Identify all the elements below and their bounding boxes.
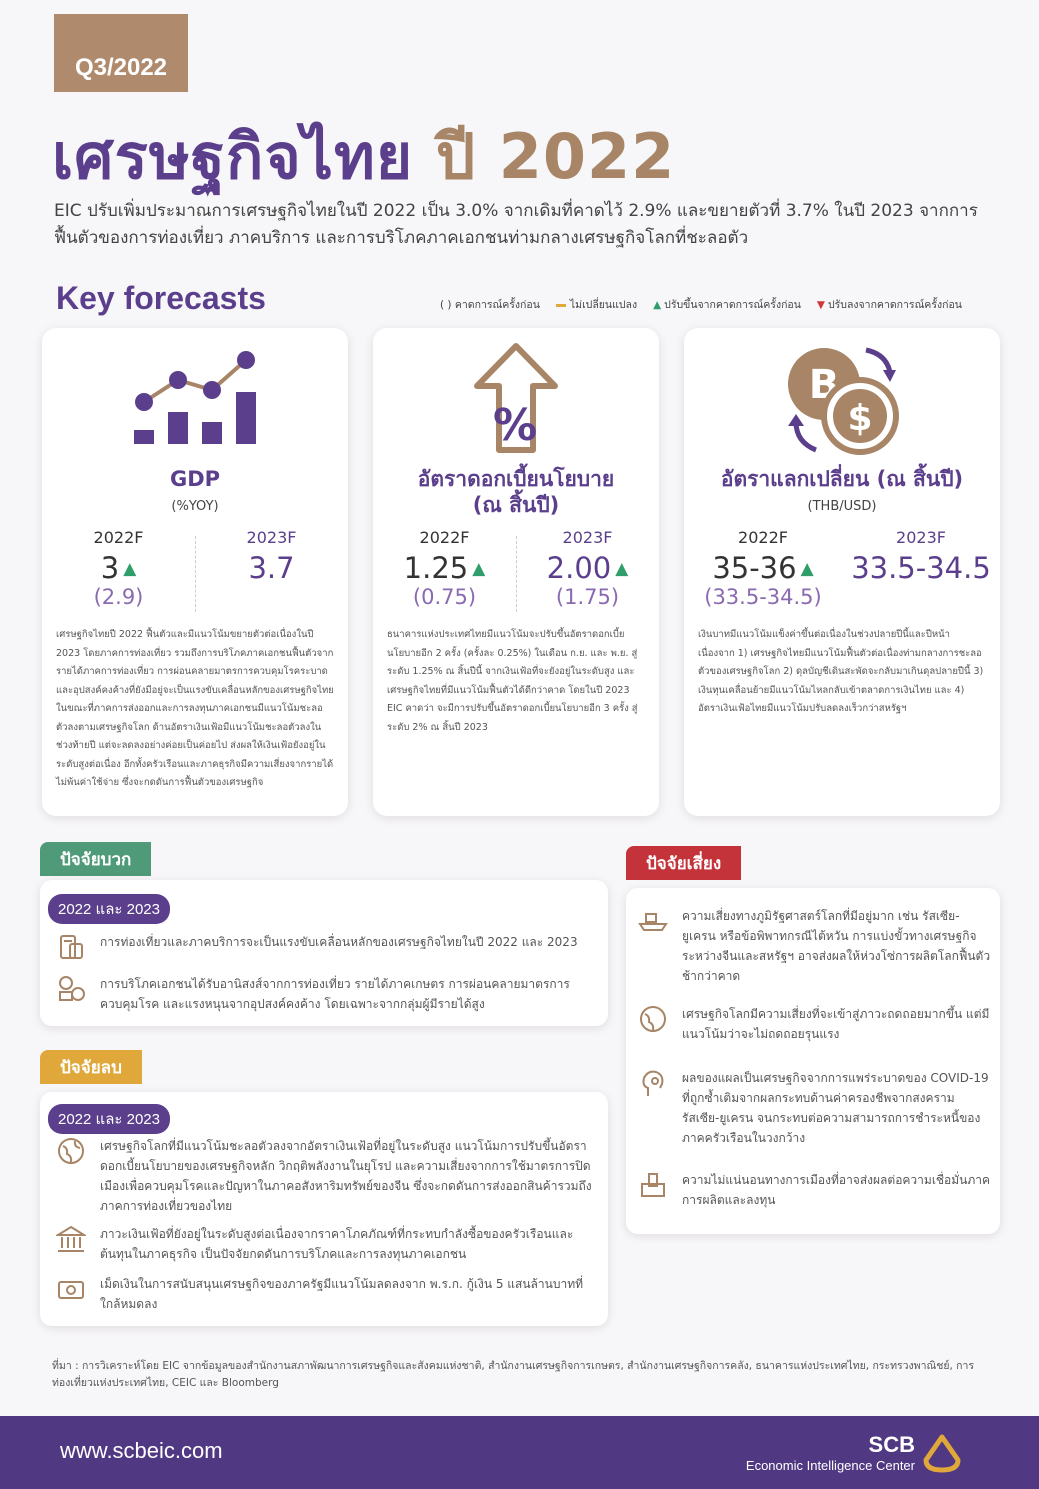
card-title: อัตราแลกเปลี่ยน (ณ สิ้นปี) (THB/USD)	[684, 466, 1000, 520]
prev-2023: (1.75)	[555, 585, 620, 609]
negative-factors-tag: ปัจจัยลบ	[40, 1050, 142, 1084]
legend-unchanged: ไม่เปลี่ยนแปลง	[555, 296, 637, 313]
currency-exchange-icon: B $	[782, 342, 902, 461]
list-item: ความไม่แน่นอนทางการเมืองที่อาจส่งผลต่อคว…	[638, 1170, 992, 1210]
covid-icon	[638, 1068, 668, 1098]
scb-logo-icon	[923, 1434, 961, 1478]
card-unit: (THB/USD)	[807, 499, 877, 514]
svg-text:$: $	[847, 398, 872, 439]
list-item: เศรษฐกิจโลกที่มีแนวโน้มชะลอตัวลงจากอัตรา…	[56, 1136, 592, 1216]
svg-text:%: %	[493, 400, 537, 451]
value-2023: 2.00 ▲	[546, 551, 629, 585]
list-item: การท่องเที่ยวและภาคบริการจะเป็นแรงขับเคล…	[56, 932, 592, 962]
forecast-card-gdp: GDP (%YOY) 2022F 3 ▲ (2.9) 2023F 3.7 เศรษ…	[42, 328, 348, 816]
quarter-badge: Q3/2022	[54, 14, 188, 92]
period-badge: 2022 และ 2023	[48, 1104, 170, 1134]
list-item: ภาวะเงินเฟ้อที่ยังอยู่ในระดับสูงต่อเนื่อ…	[54, 1224, 592, 1264]
shipping-icon	[638, 906, 668, 936]
year-2022: 2022F	[738, 528, 788, 547]
year-2022: 2022F	[419, 528, 470, 547]
value-2022: 3 ▲	[100, 551, 137, 585]
page-subtitle: EIC ปรับเพิ่มประมาณการเศรษฐกิจไทยในปี 20…	[54, 201, 978, 248]
page-title: เศรษฐกิจไทย ปี 2022	[52, 108, 675, 206]
year-2023: 2023F	[246, 528, 297, 547]
card-title: อัตราดอกเบี้ยนโยบาย (ณ สิ้นปี)	[417, 467, 615, 517]
prev-2022: (0.75)	[412, 585, 477, 609]
legend-down: ▼ ปรับลงจากคาดการณ์ครั้งก่อน	[816, 299, 962, 311]
global-economy-icon	[56, 1136, 86, 1166]
website-link[interactable]: www.scbeic.com	[60, 1438, 223, 1463]
prev-2022: (33.5-34.5)	[704, 585, 822, 609]
forecast-card-exchange-rate: B $ อัตราแลกเปลี่ยน (ณ สิ้นปี) (THB/USD)…	[684, 328, 1000, 816]
footer: www.scbeic.com SCB Economic Intelligence…	[0, 1416, 1039, 1489]
tourism-icon	[56, 932, 86, 962]
key-forecasts-title: Key forecasts	[56, 280, 266, 316]
positive-factors-tag: ปัจจัยบวก	[40, 842, 152, 876]
title-main: เศรษฐกิจไทย	[52, 120, 414, 193]
year-2023: 2023F	[562, 528, 613, 547]
divider	[516, 536, 517, 612]
card-title: GDP (%YOY)	[42, 466, 348, 520]
value-2022: 1.25 ▲	[403, 551, 486, 585]
legend-prev: ( ) คาดการณ์ครั้งก่อน	[440, 299, 540, 311]
list-item: การบริโภคเอกชนได้รับอานิสงส์จากการท่องเท…	[56, 974, 592, 1014]
source-note: ที่มา : การวิเคราะห์โดย EIC จากข้อมูลของ…	[52, 1360, 975, 1389]
year-2023: 2023F	[896, 528, 946, 547]
year-2022: 2022F	[93, 528, 144, 547]
bar-chart-icon	[130, 342, 260, 456]
list-item: ผลของแผลเป็นเศรษฐกิจจากการแพร่ระบาดของ C…	[638, 1068, 992, 1148]
triangle-up-icon: ▲	[123, 559, 137, 579]
brand-subtitle: Economic Intelligence Center	[745, 1458, 915, 1473]
recession-globe-icon	[638, 1004, 668, 1034]
value-2023: 3.7	[248, 551, 295, 585]
triangle-up-icon: ▲	[800, 559, 814, 579]
title-year: ปี 2022	[435, 120, 676, 193]
legend: ( ) คาดการณ์ครั้งก่อน ไม่เปลี่ยนแปลง ▲ ปร…	[440, 296, 962, 313]
dash-icon	[555, 303, 566, 307]
brand-name: SCB	[868, 1432, 915, 1457]
interest-rate-up-icon: %	[471, 342, 561, 461]
risk-factors-panel: ความเสี่ยงทางภูมิรัฐศาสตร์โลกที่มีอยู่มา…	[626, 888, 1000, 1234]
card-description: ธนาคารแห่งประเทศไทยมีแนวโน้มจะปรับขึ้นอั…	[387, 629, 638, 733]
bank-icon	[54, 1224, 88, 1254]
triangle-up-icon: ▲	[615, 559, 629, 579]
money-icon	[56, 1274, 86, 1304]
divider	[195, 536, 196, 612]
period-badge: 2022 และ 2023	[48, 894, 170, 924]
triangle-down-icon: ▼	[816, 299, 825, 311]
value-2023: 33.5-34.5	[851, 551, 991, 585]
list-item: ความเสี่ยงทางภูมิรัฐศาสตร์โลกที่มีอยู่มา…	[638, 906, 992, 986]
list-item: เม็ดเงินในการสนับสนุนเศรษฐกิจของภาครัฐมี…	[56, 1274, 592, 1314]
forecast-card-policy-rate: % อัตราดอกเบี้ยนโยบาย (ณ สิ้นปี) 2022F 1…	[373, 328, 659, 816]
negative-factors-panel: 2022 และ 2023 เศรษฐกิจโลกที่มีแนวโน้มชะล…	[40, 1092, 608, 1326]
triangle-up-icon: ▲	[653, 299, 662, 311]
card-unit: (%YOY)	[171, 499, 219, 514]
card-description: เศรษฐกิจไทยปี 2022 ฟื้นตัวและมีแนวโน้มขย…	[56, 629, 334, 788]
politics-icon	[638, 1170, 668, 1200]
prev-2022: (2.9)	[93, 585, 144, 609]
triangle-up-icon: ▲	[472, 559, 486, 579]
positive-factors-panel: 2022 และ 2023 การท่องเที่ยวและภาคบริการจ…	[40, 880, 608, 1026]
legend-up: ▲ ปรับขึ้นจากคาดการณ์ครั้งก่อน	[653, 299, 801, 311]
value-2022: 35-36 ▲	[712, 551, 814, 585]
list-item: เศรษฐกิจโลกมีความเสี่ยงที่จะเข้าสู่ภาวะถ…	[638, 1004, 992, 1044]
card-description: เงินบาทมีแนวโน้มแข็งค่าขึ้นต่อเนื่องในช่…	[698, 629, 984, 714]
consumption-icon	[56, 974, 86, 1004]
risk-factors-tag: ปัจจัยเสี่ยง	[626, 846, 742, 880]
